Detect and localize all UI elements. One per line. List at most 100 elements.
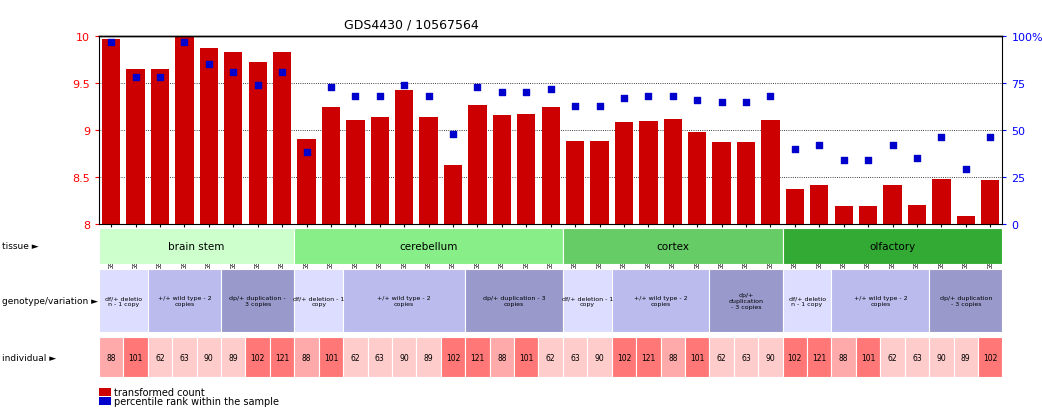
- Point: [738, 99, 754, 106]
- FancyBboxPatch shape: [808, 337, 832, 377]
- Point: [298, 150, 315, 157]
- Text: cerebellum: cerebellum: [399, 241, 457, 251]
- Text: 101: 101: [128, 353, 143, 362]
- Text: 101: 101: [324, 353, 339, 362]
- FancyBboxPatch shape: [685, 337, 710, 377]
- Point: [811, 142, 827, 149]
- FancyBboxPatch shape: [392, 337, 417, 377]
- Bar: [566, 142, 585, 224]
- Bar: [639, 121, 658, 224]
- Bar: [810, 186, 828, 224]
- FancyBboxPatch shape: [294, 337, 319, 377]
- Point: [225, 69, 242, 76]
- Point: [469, 84, 486, 91]
- Text: 102: 102: [617, 353, 631, 362]
- Bar: [346, 120, 365, 224]
- Text: dp/+ duplication - 3
copies: dp/+ duplication - 3 copies: [482, 295, 545, 306]
- FancyBboxPatch shape: [612, 269, 710, 332]
- Bar: [737, 143, 755, 224]
- FancyBboxPatch shape: [123, 337, 148, 377]
- FancyBboxPatch shape: [294, 228, 563, 264]
- Bar: [297, 140, 316, 224]
- Text: 121: 121: [470, 353, 485, 362]
- FancyBboxPatch shape: [661, 337, 685, 377]
- FancyBboxPatch shape: [417, 337, 441, 377]
- Point: [445, 131, 462, 138]
- Point: [200, 62, 217, 69]
- Text: genotype/variation ►: genotype/variation ►: [2, 296, 98, 305]
- FancyBboxPatch shape: [612, 337, 637, 377]
- Point: [176, 40, 193, 46]
- FancyBboxPatch shape: [880, 337, 904, 377]
- FancyBboxPatch shape: [514, 337, 539, 377]
- FancyBboxPatch shape: [197, 337, 221, 377]
- FancyBboxPatch shape: [563, 337, 588, 377]
- FancyBboxPatch shape: [148, 337, 172, 377]
- Text: 63: 63: [179, 353, 190, 362]
- Point: [371, 94, 388, 100]
- FancyBboxPatch shape: [539, 337, 563, 377]
- FancyBboxPatch shape: [441, 337, 465, 377]
- Text: 101: 101: [690, 353, 704, 362]
- Text: 121: 121: [275, 353, 290, 362]
- Point: [420, 94, 437, 100]
- Point: [347, 94, 364, 100]
- Text: 90: 90: [399, 353, 410, 362]
- Text: GDS4430 / 10567564: GDS4430 / 10567564: [344, 19, 478, 31]
- Text: 63: 63: [741, 353, 751, 362]
- Point: [518, 90, 535, 97]
- Bar: [175, 38, 194, 224]
- FancyBboxPatch shape: [904, 337, 929, 377]
- Text: 88: 88: [106, 353, 116, 362]
- Bar: [908, 205, 926, 224]
- Text: 101: 101: [861, 353, 875, 362]
- Point: [591, 103, 607, 109]
- Text: +/+ wild type - 2
copies: +/+ wild type - 2 copies: [853, 295, 908, 306]
- FancyBboxPatch shape: [832, 337, 855, 377]
- Point: [860, 157, 876, 164]
- FancyBboxPatch shape: [978, 337, 1002, 377]
- Text: dp/+ duplication -
3 copies: dp/+ duplication - 3 copies: [229, 295, 286, 306]
- Bar: [395, 90, 414, 224]
- FancyBboxPatch shape: [294, 269, 343, 332]
- Text: brain stem: brain stem: [169, 241, 225, 251]
- FancyBboxPatch shape: [783, 269, 832, 332]
- Bar: [200, 48, 218, 224]
- FancyBboxPatch shape: [465, 269, 563, 332]
- Bar: [249, 63, 267, 224]
- Text: 90: 90: [204, 353, 214, 362]
- FancyBboxPatch shape: [99, 269, 148, 332]
- Text: 89: 89: [961, 353, 970, 362]
- Text: 89: 89: [424, 353, 433, 362]
- Bar: [102, 40, 121, 224]
- Text: 121: 121: [812, 353, 826, 362]
- Text: 102: 102: [788, 353, 802, 362]
- Point: [714, 99, 730, 106]
- Bar: [786, 190, 804, 224]
- Text: df/+ deletion - 1
copy: df/+ deletion - 1 copy: [562, 295, 613, 306]
- FancyBboxPatch shape: [734, 337, 759, 377]
- Bar: [591, 142, 609, 224]
- Bar: [933, 179, 950, 224]
- Point: [542, 86, 559, 93]
- Bar: [322, 107, 340, 224]
- Text: df/+ deletio
n - 1 copy: df/+ deletio n - 1 copy: [789, 295, 825, 306]
- Bar: [273, 53, 292, 224]
- Bar: [859, 206, 877, 224]
- FancyBboxPatch shape: [319, 337, 343, 377]
- FancyBboxPatch shape: [929, 269, 1002, 332]
- FancyBboxPatch shape: [929, 337, 953, 377]
- Text: 62: 62: [888, 353, 897, 362]
- Point: [494, 90, 511, 97]
- Text: tissue ►: tissue ►: [2, 242, 39, 251]
- Text: 88: 88: [839, 353, 848, 362]
- Bar: [664, 119, 681, 224]
- FancyBboxPatch shape: [710, 337, 734, 377]
- Point: [885, 142, 901, 149]
- Text: 63: 63: [570, 353, 580, 362]
- Text: individual ►: individual ►: [2, 353, 56, 362]
- Text: df/+ deletion - 1
copy: df/+ deletion - 1 copy: [293, 295, 344, 306]
- FancyBboxPatch shape: [783, 337, 808, 377]
- FancyBboxPatch shape: [710, 269, 783, 332]
- Point: [640, 94, 656, 100]
